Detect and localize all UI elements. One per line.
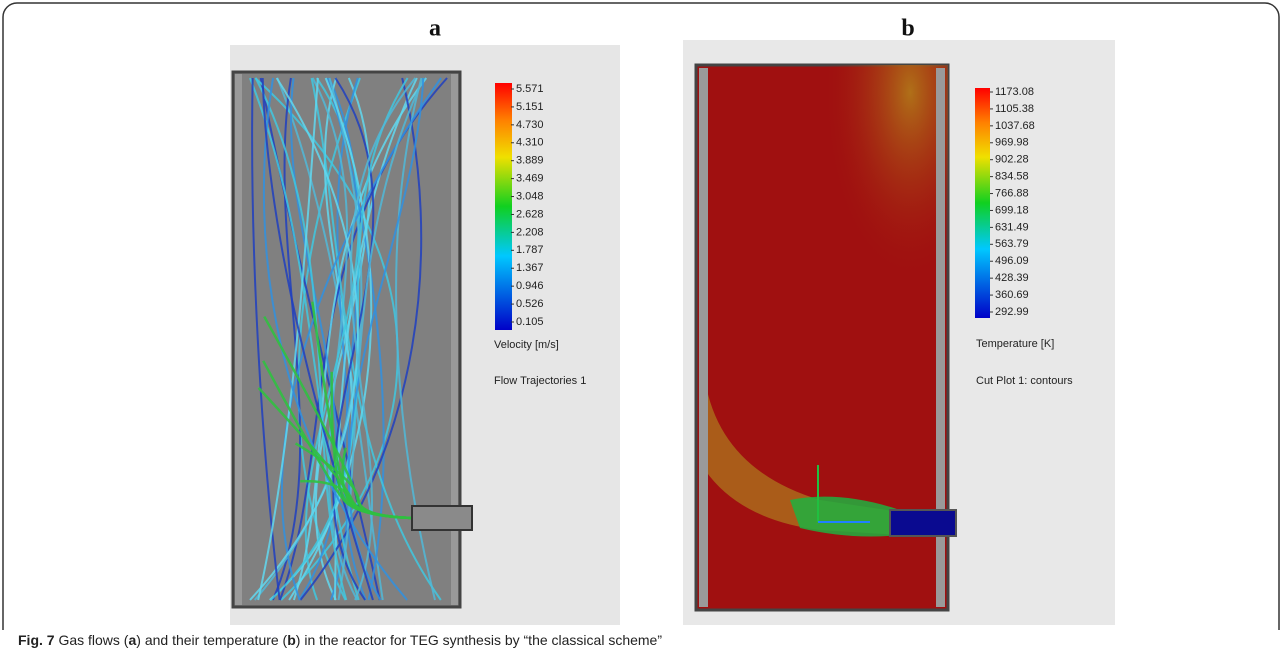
caption-text: a	[128, 632, 137, 648]
streamline	[332, 77, 375, 601]
streamline	[299, 77, 423, 601]
streamline	[337, 77, 425, 601]
panel-letter: a	[429, 16, 441, 42]
inlet-pipe	[411, 505, 473, 531]
colorbar-label: 1.787	[516, 244, 544, 256]
streamline	[280, 77, 442, 601]
colorbar-label: 0.526	[516, 298, 544, 310]
colorbar-label: 834.58	[995, 171, 1029, 183]
inlet-pipe	[889, 509, 957, 537]
colorbar-label: 969.98	[995, 137, 1029, 149]
colorbar-label: 5.571	[516, 83, 544, 95]
streamline	[333, 77, 418, 601]
wall	[936, 68, 945, 607]
colorbar-label: 0.105	[516, 316, 544, 328]
colorbar-label: 3.469	[516, 173, 544, 185]
colorbar-label: 0.946	[516, 280, 544, 292]
caption-text: ) in the reactor for TEG synthesis by “t…	[295, 632, 663, 648]
streamline	[249, 77, 359, 601]
colorbar-label: 428.39	[995, 272, 1029, 284]
streamline	[292, 77, 428, 601]
panel-a: 5.571 5.151 4.730 4.310 3.889 3.469 3.048 2.628…	[230, 45, 620, 625]
streamline	[297, 77, 361, 601]
streamline	[311, 77, 359, 601]
streamline	[257, 77, 319, 601]
colorbar-label: 1105.38	[995, 103, 1034, 115]
wall	[699, 68, 708, 607]
colorbar-label: 1173.08	[995, 86, 1034, 98]
panel-b: 1173.08 1105.38 1037.68 969.98 902.28 834.58 7…	[683, 40, 1115, 625]
colorbar-label: 4.310	[516, 137, 544, 149]
colorbar-labels: 5.571 5.151 4.730 4.310 3.889 3.469 3.048 2.628…	[511, 83, 544, 328]
streamline	[310, 77, 442, 601]
streamline	[249, 77, 360, 601]
colorbar-label: 902.28	[995, 154, 1029, 166]
streamline	[261, 77, 374, 601]
streamline	[395, 77, 436, 601]
streamline	[300, 479, 441, 520]
colorbar-label: 3.048	[516, 190, 544, 202]
colorbar-label: 4.730	[516, 119, 544, 131]
colorbar-title: Temperature [K]	[976, 338, 1054, 350]
streamline	[347, 77, 425, 601]
caption-text: b	[287, 632, 296, 648]
colorbar-label: 766.88	[995, 187, 1029, 199]
colorbar-title: Velocity [m/s]	[494, 339, 559, 351]
streamline	[289, 77, 339, 601]
streamline	[350, 77, 417, 601]
wall	[235, 74, 242, 605]
colorbar-label: 360.69	[995, 289, 1029, 301]
streamline	[251, 77, 281, 601]
panel-letter: b	[901, 16, 914, 42]
colorbar-label: 5.151	[516, 101, 544, 113]
caption: Fig. 7 Gas flows (a) and their temperatu…	[18, 632, 662, 648]
colorbar-label: 631.49	[995, 221, 1029, 233]
figure: a b 5.571 5.151 4.730 4.310 3.889 3.469 3.048 2…	[2, 2, 1280, 630]
colorbar-labels: 1173.08 1105.38 1037.68 969.98 902.28 834.58 7…	[990, 86, 1035, 318]
frame	[2, 2, 1280, 630]
caption-text: Gas flows (	[54, 632, 129, 648]
caption-text: ) and their temperature (	[136, 632, 288, 648]
colorbar-label: 1037.68	[995, 120, 1035, 132]
plot-name: Flow Trajectories 1	[494, 375, 586, 387]
colorbar-label: 3.889	[516, 155, 544, 167]
colorbar-label: 1.367	[516, 262, 544, 274]
colorbar-label: 496.09	[995, 255, 1029, 267]
wall	[451, 74, 458, 605]
colorbar-label: 292.99	[995, 306, 1029, 318]
colorbar	[975, 88, 990, 318]
colorbar	[495, 83, 512, 330]
plot-name: Cut Plot 1: contours	[976, 375, 1073, 387]
colorbar-label: 563.79	[995, 238, 1029, 250]
caption-label: Fig. 7	[18, 632, 55, 648]
colorbar-label: 699.18	[995, 204, 1029, 216]
colorbar-label: 2.208	[516, 226, 544, 238]
streamlines	[249, 77, 448, 601]
colorbar-label: 2.628	[516, 208, 544, 220]
mixing-zone	[705, 380, 900, 535]
streamline	[288, 77, 373, 601]
